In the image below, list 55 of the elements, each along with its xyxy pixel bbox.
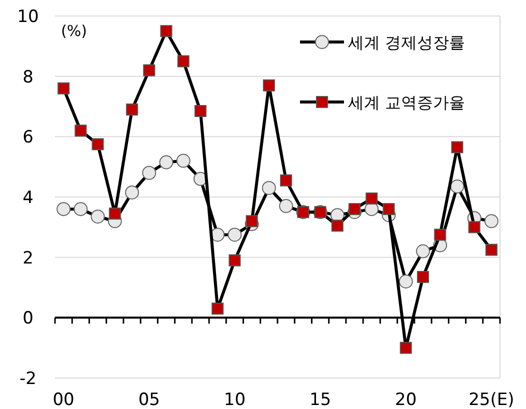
point (246, 215, 258, 228)
point (228, 228, 242, 242)
point (194, 105, 206, 118)
y-axis-title: (%) (61, 22, 87, 40)
y-tick-label: 0 (22, 308, 34, 329)
point (398, 274, 413, 288)
point (279, 199, 294, 214)
point (416, 270, 429, 283)
x-tick-label: 05 (138, 390, 160, 409)
y-tick-label: 6 (22, 128, 34, 148)
point (400, 342, 412, 354)
y-tick-label: -2 (20, 369, 36, 389)
x-tick-label: 00 (52, 390, 74, 409)
point (160, 25, 172, 38)
point (416, 244, 430, 258)
y-tick-label: 8 (22, 67, 34, 88)
point (228, 254, 241, 266)
point (74, 124, 87, 137)
point (142, 166, 156, 180)
point (434, 228, 446, 241)
point (468, 221, 480, 234)
point (143, 64, 156, 76)
point (126, 104, 138, 116)
point (125, 185, 140, 200)
point (451, 141, 464, 154)
x-tick-label: 25(E) (468, 390, 514, 409)
point (212, 302, 224, 315)
x-tick-label: 15 (309, 390, 332, 409)
y-tick-label: 4 (22, 188, 34, 208)
point (484, 214, 498, 228)
point (58, 82, 70, 94)
point (262, 180, 276, 195)
point (280, 174, 292, 186)
point (177, 55, 190, 68)
legend-label: 세계 교역증가율 (348, 93, 466, 112)
y-tick-label: 2 (22, 248, 34, 268)
point (485, 244, 498, 256)
point (92, 138, 104, 150)
point (382, 203, 395, 216)
point (108, 208, 121, 220)
x-tick-label: 10 (224, 390, 246, 409)
point (450, 179, 464, 194)
point (90, 210, 105, 224)
point (366, 192, 378, 205)
point (262, 79, 275, 92)
point (159, 155, 174, 170)
legend-label: 세계 경제성장률 (348, 33, 466, 52)
x-tick-label: 20 (395, 390, 417, 409)
point (176, 154, 190, 168)
point (348, 203, 361, 216)
point (210, 228, 225, 242)
point (74, 202, 88, 216)
point (331, 220, 344, 232)
y-tick-label: 10 (17, 7, 39, 27)
point (56, 202, 71, 216)
